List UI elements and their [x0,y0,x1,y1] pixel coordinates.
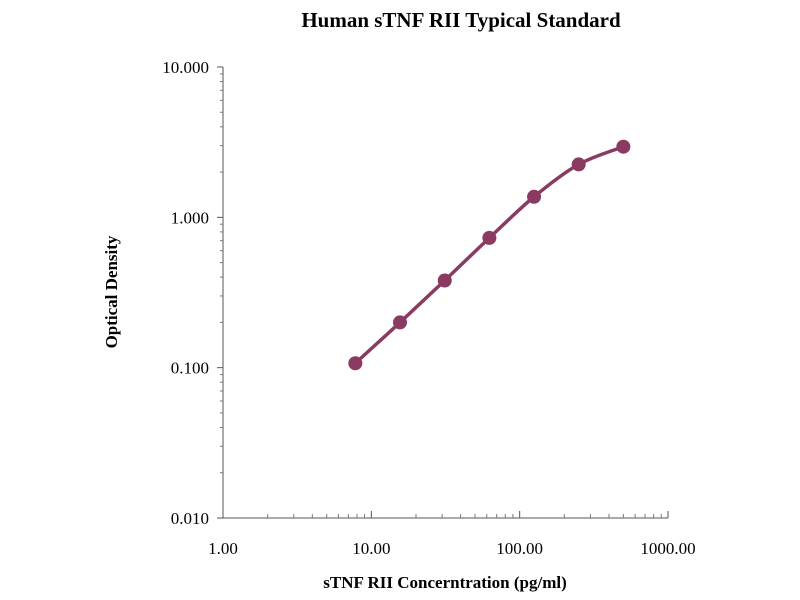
axes [222,67,668,519]
data-point [437,273,452,288]
y-tick-label: 1.000 [171,208,209,227]
y-tick-label: 0.100 [171,359,209,378]
x-tick-label: 1000.00 [640,539,695,558]
x-tick-label: 100.00 [496,539,543,558]
data-point [482,230,497,245]
x-tick-label: 10.00 [352,539,390,558]
x-axis-label: sTNF RII Concerntration (pg/ml) [323,573,567,592]
data-point [527,189,542,204]
data-point [348,356,363,371]
y-tick-label: 10.000 [162,58,209,77]
chart-title: Human sTNF RII Typical Standard [301,8,621,32]
data-point [571,157,586,172]
ticks [217,66,669,519]
x-tick-label: 1.00 [208,539,238,558]
data-point [392,315,407,330]
data-point [616,139,631,154]
series-layer [348,139,631,371]
y-axis-label: Optical Density [102,235,121,348]
y-tick-label: 0.010 [171,509,209,528]
series-line [353,144,626,365]
tick-labels: 0.010 0.100 1.000 10.000 1.00 10.00 100.00 1000… [162,58,695,558]
